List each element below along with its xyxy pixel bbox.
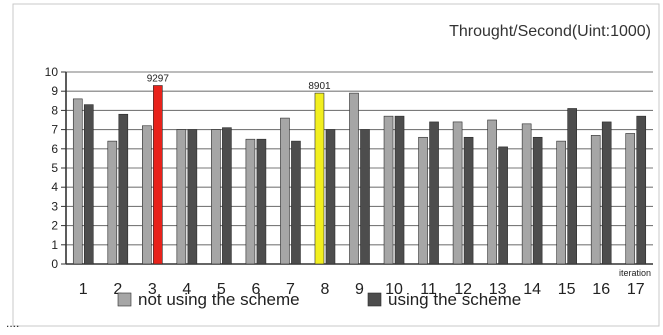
- y-tick-label: 4: [51, 180, 58, 194]
- y-tick-label: 7: [51, 123, 58, 137]
- bar-not-using-1: [72, 98, 83, 265]
- bar-using-17: [636, 115, 647, 265]
- bar-not-using-11: [418, 136, 428, 265]
- bar-not-using-5: [211, 129, 221, 265]
- bar-using-2: [118, 113, 129, 265]
- x-tick-label: 6: [251, 281, 260, 298]
- data-label: 9297: [147, 73, 170, 84]
- bars: [72, 85, 647, 265]
- bar-using-14: [532, 136, 543, 265]
- data-label: 8901: [308, 81, 331, 92]
- y-tick-label: 0: [51, 257, 58, 271]
- x-tick-label: 9: [355, 281, 364, 298]
- legend-label: not using the scheme: [138, 290, 300, 309]
- x-tick-label: 10: [385, 281, 403, 298]
- chart-title: Throught/Second(Uint:1000): [449, 23, 651, 40]
- y-tick-label: 3: [51, 199, 58, 213]
- y-tick-label: 8: [51, 103, 58, 117]
- y-tick-label: 1: [51, 238, 58, 252]
- bar-using-6: [256, 138, 267, 265]
- bar-using-15: [567, 108, 577, 265]
- x-tick-label: 2: [113, 281, 122, 298]
- bar-not-using-4: [176, 129, 187, 265]
- bar-using-16: [601, 121, 612, 265]
- bar-not-using-16: [590, 135, 601, 265]
- bar-using-11: [429, 121, 439, 265]
- x-tick-label: 8: [321, 281, 330, 298]
- x-tick-label: 3: [148, 281, 157, 298]
- x-tick-label: 17: [627, 281, 645, 298]
- bar-not-using-12: [452, 121, 463, 265]
- grid-lines: [61, 71, 653, 265]
- bar-not-using-10: [383, 115, 394, 265]
- footer-ellipsis: ....: [6, 316, 19, 330]
- x-tick-label: 1: [79, 281, 88, 298]
- bar-using-12: [463, 136, 474, 265]
- bar-not-using-6: [245, 138, 256, 265]
- y-tick-label: 9: [51, 84, 58, 98]
- bar-not-using-9: [349, 92, 359, 265]
- bar-using-5: [222, 127, 232, 265]
- bar-using-13: [498, 146, 508, 265]
- bar-not-using-13: [487, 119, 497, 265]
- x-tick-label: 7: [286, 281, 295, 298]
- x-tick-label: 14: [523, 281, 541, 298]
- x-tick-label: 4: [182, 281, 191, 298]
- bar-using-3: [153, 85, 163, 265]
- bar-using-9: [360, 129, 370, 265]
- x-tick-label: 15: [558, 281, 576, 298]
- y-tick-label: 5: [51, 161, 58, 175]
- x-tick-label: 16: [592, 281, 610, 298]
- legend-swatch-not-using: [117, 292, 132, 307]
- legend: not using the scheme using the scheme: [117, 290, 521, 309]
- bar-not-using-2: [107, 140, 118, 265]
- legend-swatch-using: [367, 292, 382, 307]
- bar-not-using-8: [314, 92, 325, 265]
- bar-not-using-15: [556, 140, 566, 265]
- bar-using-10: [394, 115, 405, 265]
- bar-using-1: [83, 104, 94, 265]
- chart-frame: [12, 3, 660, 327]
- x-tick-label: 5: [217, 281, 226, 298]
- bar-not-using-3: [142, 125, 152, 265]
- bar-using-8: [325, 129, 336, 265]
- bar-not-using-14: [521, 123, 532, 265]
- y-tick-label: 2: [51, 219, 58, 233]
- x-axis-label: iteration: [619, 268, 651, 278]
- bar-using-7: [291, 140, 301, 265]
- legend-label: using the scheme: [388, 290, 521, 309]
- bar-using-4: [187, 129, 198, 265]
- y-tick-label: 6: [51, 142, 58, 156]
- y-tick-label: 10: [45, 65, 59, 79]
- bar-not-using-7: [280, 117, 290, 265]
- x-tick-label: 11: [420, 281, 437, 298]
- x-tick-label: 13: [489, 281, 507, 298]
- bar-not-using-17: [625, 133, 636, 265]
- x-tick-label: 12: [454, 281, 472, 298]
